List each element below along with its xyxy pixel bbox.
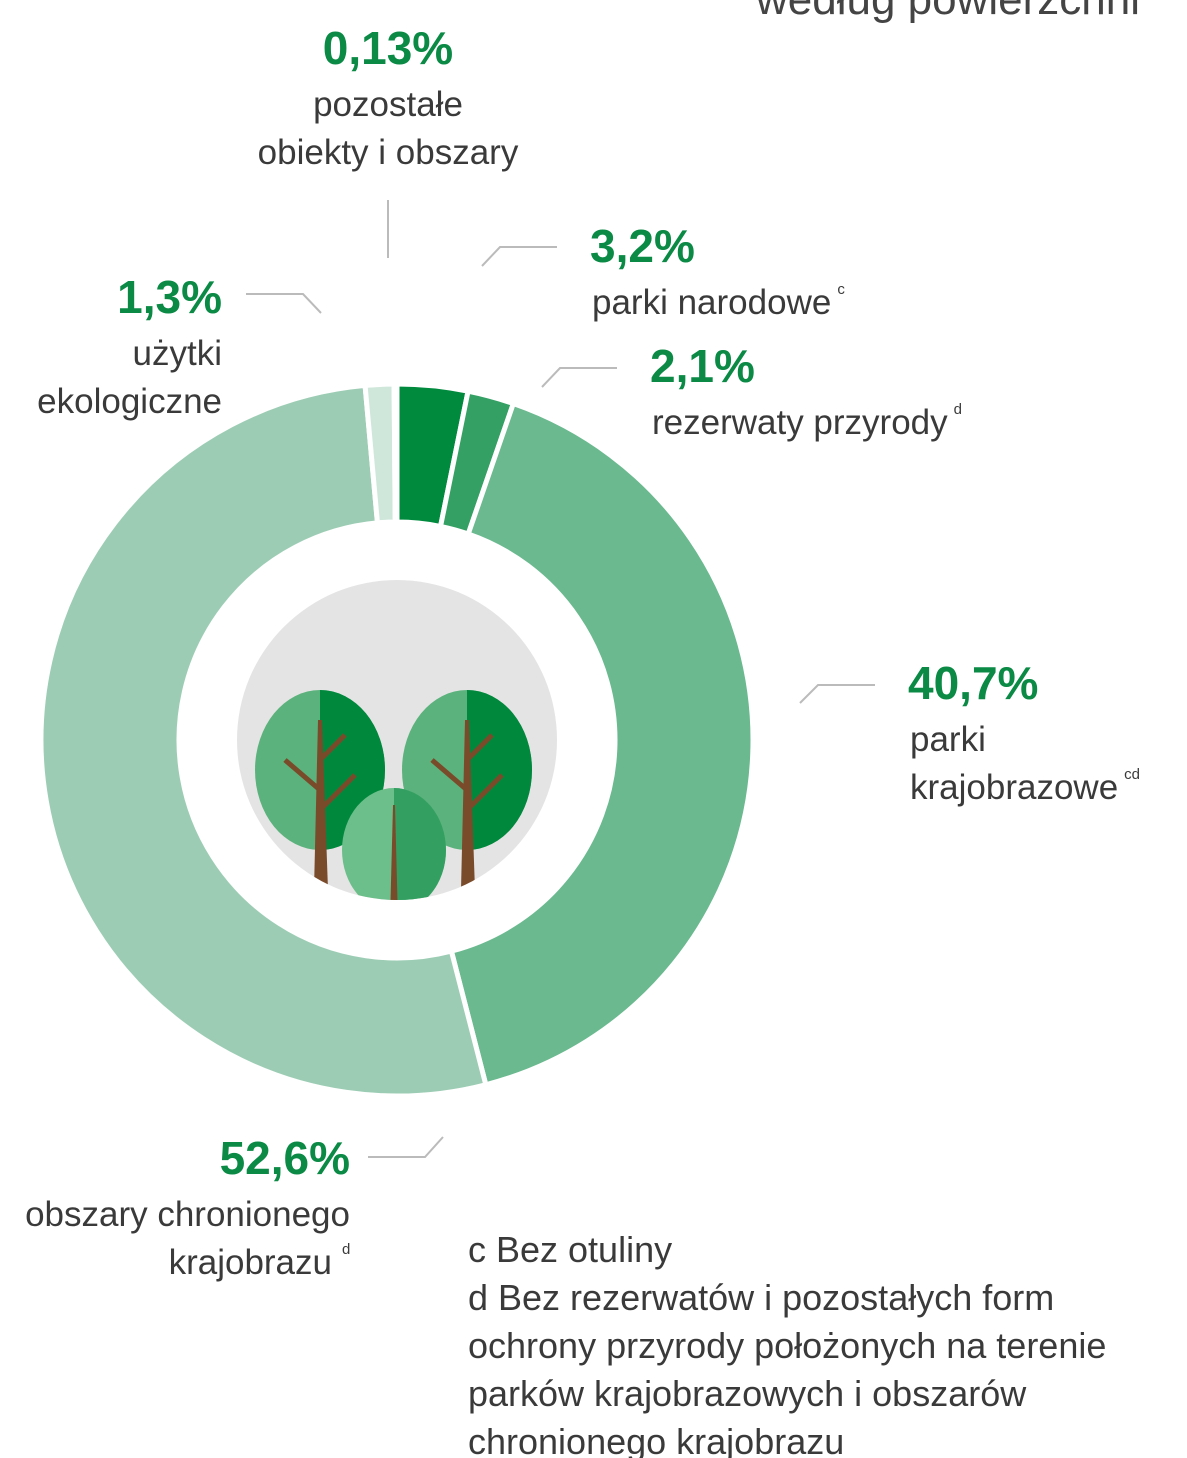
value-label: 1,3% [117, 271, 222, 323]
value-label: 2,1% [650, 340, 755, 392]
footnote-mark: d [342, 1241, 350, 1258]
category-label: rezerwaty przyrody [652, 403, 948, 442]
value-label: 3,2% [590, 220, 695, 272]
donut-slice [391, 381, 400, 525]
donut-slice [38, 382, 489, 1099]
leader-line [368, 1136, 444, 1158]
leader-line [541, 367, 617, 388]
footnote: chronionego krajobrazu [468, 1421, 844, 1458]
category-label: pozostałe [313, 85, 463, 124]
category-label: użytki [133, 334, 222, 373]
donut-slice [448, 400, 756, 1088]
footnote-mark: cd [1124, 766, 1140, 783]
footnote: parków krajobrazowych i obszarów [468, 1373, 1027, 1414]
value-label: 40,7% [908, 657, 1038, 709]
leader-line [481, 246, 557, 267]
footnote: ochrony przyrody położonych na terenie [468, 1325, 1106, 1366]
donut [38, 381, 756, 1099]
footnote-mark: c [837, 281, 845, 298]
category-label: krajobrazu [169, 1243, 332, 1282]
trees-illustration [255, 690, 532, 900]
leader-line [246, 293, 322, 314]
category-label: obiekty i obszary [258, 133, 519, 172]
category-label: parki [910, 720, 986, 759]
footnote: c Bez otuliny [468, 1229, 672, 1270]
footnote: d Bez rezerwatów i pozostałych form [468, 1277, 1054, 1318]
footnote-mark: d [954, 401, 962, 418]
category-label: ekologiczne [37, 382, 222, 421]
value-label: 52,6% [220, 1132, 350, 1184]
category-label: obszary chronionego [25, 1195, 350, 1234]
category-label: parki narodowe [592, 283, 831, 322]
leader-line [799, 684, 875, 704]
value-label: 0,13% [323, 22, 453, 74]
chart-title: według powierzchni [755, 0, 1140, 24]
category-label: krajobrazowe [910, 768, 1118, 807]
